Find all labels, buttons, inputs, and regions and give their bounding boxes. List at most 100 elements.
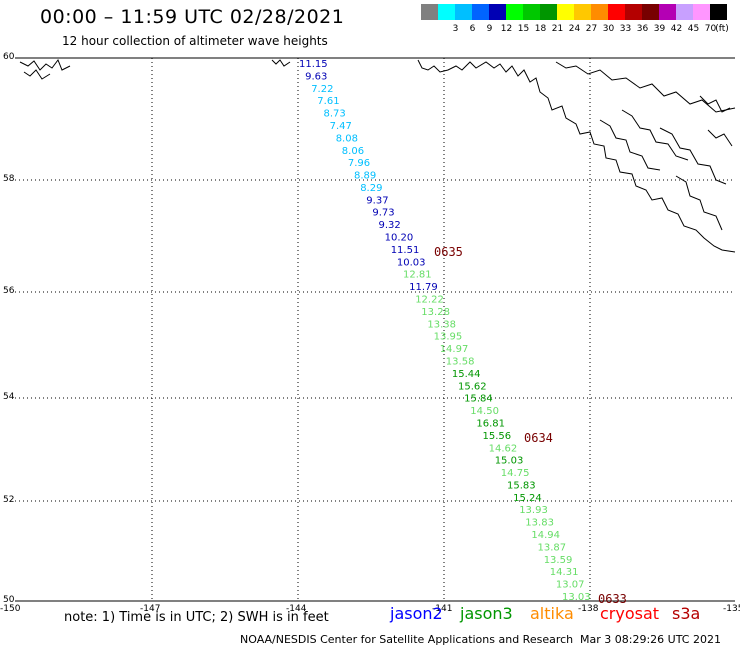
- mainland-coast: [417, 59, 736, 253]
- kenai-inlet: [23, 69, 51, 80]
- wave-height-label: 9.32: [379, 220, 401, 231]
- track-time-0633: 0633: [598, 592, 627, 606]
- wave-height-label: 12.22: [415, 295, 444, 306]
- wave-height-label: 15.56: [483, 431, 512, 442]
- legend-jason2: jason2: [390, 604, 443, 623]
- wave-height-label: 11.79: [409, 282, 438, 293]
- lon-label: -144: [286, 604, 307, 614]
- lon-label: -150: [0, 604, 21, 614]
- scale-label: 21: [551, 24, 564, 34]
- scale-swatch: [438, 4, 455, 20]
- lat-label: 50: [3, 595, 15, 605]
- scale-label: 12: [500, 24, 513, 34]
- scale-unit: (ft): [715, 24, 729, 34]
- wave-height-label: 9.73: [372, 208, 394, 219]
- lon-label: -135: [723, 604, 740, 614]
- archipelago-1: [599, 119, 661, 171]
- scale-label: 39: [653, 24, 666, 34]
- wave-height-label: 13.38: [427, 319, 456, 330]
- scale-swatch: [506, 4, 523, 20]
- scale-swatch: [625, 4, 642, 20]
- wave-height-label: 11.51: [391, 245, 420, 256]
- wave-height-label: 14.94: [531, 530, 560, 541]
- wave-height-label: 15.83: [507, 480, 536, 491]
- wave-height-label: 14.50: [470, 406, 499, 417]
- wave-height-label: 13.28: [421, 307, 450, 318]
- scale-swatch: [693, 4, 710, 20]
- lat-label: 52: [3, 495, 14, 505]
- archipelago-6: [707, 129, 733, 147]
- scale-label: 70: [704, 24, 717, 34]
- wave-height-label: 7.47: [330, 121, 352, 132]
- wave-height-label: 10.20: [385, 233, 414, 244]
- wave-height-label: 8.73: [324, 109, 346, 120]
- scale-label: 6: [469, 24, 476, 34]
- scale-swatch: [472, 4, 489, 20]
- wave-height-label: 7.22: [311, 84, 333, 95]
- archipelago-4: [675, 175, 723, 231]
- wave-height-label: 13.93: [519, 505, 548, 516]
- wave-height-label: 14.31: [550, 567, 579, 578]
- credit-line: NOAA/NESDIS Center for Satellite Applica…: [240, 633, 574, 646]
- archipelago-2: [621, 109, 689, 161]
- wave-height-label: 12.81: [403, 270, 432, 281]
- wave-height-label: 14.97: [440, 344, 469, 355]
- scale-label: 45: [687, 24, 700, 34]
- scale-label: 42: [670, 24, 683, 34]
- wave-height-label: 15.62: [458, 381, 487, 392]
- wave-height-label: 8.08: [336, 133, 358, 144]
- wave-height-label: 15.84: [464, 394, 493, 405]
- track-time-0634: 0634: [524, 431, 553, 445]
- scale-swatch: [591, 4, 608, 20]
- lat-label: 54: [3, 392, 15, 402]
- legend-altika: altika: [530, 604, 574, 623]
- observation-labels: 11.159.63 7.227.61 8.737.478.08 8.067.96 8.8…: [299, 59, 591, 603]
- lon-label: -147: [140, 604, 160, 614]
- lat-label: 60: [3, 52, 15, 62]
- scale-swatch: [608, 4, 625, 20]
- scale-label: 27: [585, 24, 598, 34]
- wave-height-label: 13.83: [525, 518, 554, 529]
- track-time-0635: 0635: [434, 245, 463, 259]
- scale-label: 33: [619, 24, 632, 34]
- wave-height-label: 15.03: [495, 456, 524, 467]
- scale-label: 3: [452, 24, 459, 34]
- lat-label: 58: [3, 174, 15, 184]
- coastline: [19, 58, 736, 253]
- scale-label: 36: [636, 24, 649, 34]
- wave-height-label: 7.96: [348, 158, 370, 169]
- wave-height-label: 13.95: [434, 332, 463, 343]
- wave-height-label: 13.03: [562, 592, 591, 603]
- scale-swatch: [557, 4, 574, 20]
- lon-label: -138: [578, 604, 599, 614]
- wave-height-label: 9.37: [366, 195, 388, 206]
- scale-swatch: [659, 4, 676, 20]
- map-subtitle: 12 hour collection of altimeter wave hei…: [62, 34, 328, 48]
- archipelago-3: [659, 127, 727, 185]
- scale-swatch: [710, 4, 727, 20]
- archipelago-5: [699, 95, 731, 113]
- scale-swatch: [676, 4, 693, 20]
- wave-height-label: 13.07: [556, 580, 585, 591]
- wave-height-label: 13.59: [544, 555, 573, 566]
- legend-jason3: jason3: [460, 604, 513, 623]
- wave-height-label: 13.87: [538, 542, 567, 553]
- scale-swatch: [489, 4, 506, 20]
- wave-height-label: 16.81: [476, 419, 505, 430]
- legend-cryosat: cryosat: [600, 604, 660, 623]
- scale-label: 30: [602, 24, 615, 34]
- graticule: 60 58 56 54 52 50-150 -147 -144 -141 -138 -135: [0, 52, 740, 614]
- legend-s3a: s3a: [672, 604, 701, 623]
- scale-swatch: [642, 4, 659, 20]
- yakutat-coast: [271, 59, 291, 67]
- map-title: 00:00 – 11:59 UTC 02/28/2021: [40, 6, 345, 28]
- lat-label: 56: [3, 286, 15, 296]
- wave-height-label: 14.75: [501, 468, 530, 479]
- scale-label: 15: [517, 24, 530, 34]
- wave-height-label: 10.03: [397, 257, 426, 268]
- scale-label: 24: [568, 24, 581, 34]
- kenai-coast: [19, 58, 71, 71]
- scale-swatch: [421, 4, 438, 20]
- scale-label: 9: [486, 24, 493, 34]
